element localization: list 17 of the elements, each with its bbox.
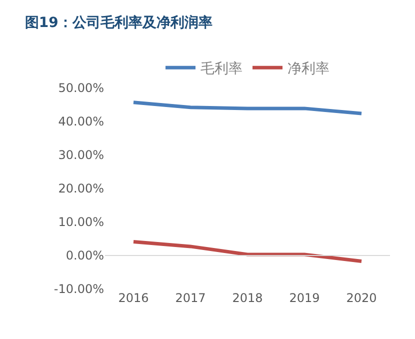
y-tick-label: -10.00% bbox=[54, 282, 104, 296]
chart-title: 图19：公司毛利率及净利润率 bbox=[24, 14, 212, 31]
x-tick-label: 2018 bbox=[232, 291, 263, 305]
line-series bbox=[132, 240, 364, 263]
y-tick-label: 30.00% bbox=[58, 148, 104, 162]
x-tick-label: 2019 bbox=[289, 291, 320, 305]
x-tick-label: 2020 bbox=[346, 291, 377, 305]
y-tick-label: 0.00% bbox=[66, 248, 104, 263]
x-tick-label: 2017 bbox=[175, 291, 206, 305]
y-tick-label: 50.00% bbox=[58, 81, 104, 96]
y-tick-label: 20.00% bbox=[58, 182, 104, 196]
y-tick-label: 10.00% bbox=[58, 215, 104, 230]
legend-label: 毛利率 bbox=[200, 61, 242, 78]
y-tick-label: 40.00% bbox=[58, 114, 104, 129]
legend-label: 净利率 bbox=[288, 61, 330, 78]
x-tick-label: 2016 bbox=[118, 291, 149, 305]
line-series bbox=[132, 100, 364, 116]
